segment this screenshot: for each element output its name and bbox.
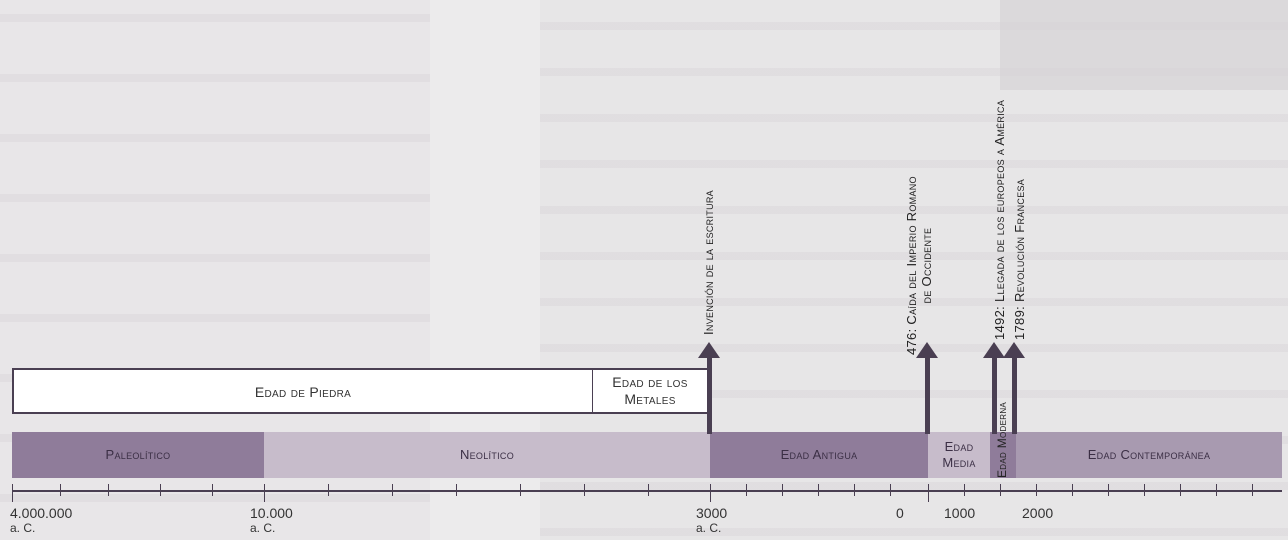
axis-label-1000: 1000 bbox=[944, 505, 976, 521]
axis-label-3000: 3000 a. C. bbox=[696, 506, 727, 536]
axis-label-0: 0 bbox=[896, 505, 904, 521]
axis-tick bbox=[12, 484, 13, 502]
axis-tick bbox=[1180, 484, 1181, 496]
axis-label-era: a. C. bbox=[250, 521, 276, 535]
axis-tick bbox=[1252, 484, 1253, 496]
axis-tick bbox=[392, 484, 393, 496]
axis-tick bbox=[648, 484, 649, 496]
axis-tick bbox=[212, 484, 213, 496]
period-media-line2: Media bbox=[942, 455, 976, 470]
axis-tick bbox=[1144, 484, 1145, 496]
event-roma-line1: 476: Caída del Imperio Romano bbox=[904, 176, 919, 355]
event-america-label: 1492: Llegada de los europeos a América bbox=[992, 99, 1007, 340]
period-antigua: Edad Antigua bbox=[710, 432, 928, 478]
event-escritura-arrow bbox=[707, 356, 712, 434]
period-moderna-label: Edad Moderna bbox=[995, 401, 1009, 478]
axis-tick bbox=[1072, 484, 1073, 496]
axis-tick bbox=[746, 484, 747, 496]
axis-label-4000000: 4.000.000 a. C. bbox=[10, 506, 72, 536]
axis-tick bbox=[160, 484, 161, 496]
period-moderna bbox=[990, 432, 1016, 478]
band-metal-age: Edad de los Metales bbox=[592, 374, 708, 408]
axis-tick bbox=[1036, 484, 1037, 496]
background-image bbox=[1000, 0, 1288, 90]
axis-label-value: 3000 bbox=[696, 505, 728, 521]
axis-tick bbox=[108, 484, 109, 496]
event-roma-line2: de Occidente bbox=[919, 227, 934, 304]
axis-label-value: 4.000.000 bbox=[10, 505, 73, 521]
period-neolitico: Neolítico bbox=[264, 432, 710, 478]
axis-label-era: a. C. bbox=[10, 521, 36, 535]
axis-tick bbox=[584, 484, 585, 496]
event-escritura-arrowhead bbox=[698, 342, 720, 358]
axis-tick bbox=[1000, 484, 1001, 496]
axis-tick bbox=[854, 484, 855, 496]
axis-label-era: a. C. bbox=[696, 521, 722, 535]
axis-label-10000: 10.000 a. C. bbox=[250, 506, 293, 536]
period-contemporanea: Edad Contemporánea bbox=[1016, 432, 1282, 478]
event-roma-label: 476: Caída del Imperio Romano de Occiden… bbox=[904, 176, 934, 355]
period-paleolitico: Paleolítico bbox=[12, 432, 264, 478]
axis-tick bbox=[710, 484, 711, 502]
axis-tick bbox=[928, 484, 929, 502]
band-metal-age-line1: Edad de los bbox=[612, 374, 688, 390]
event-francesa-label: 1789: Revolución Francesa bbox=[1012, 178, 1027, 340]
axis-tick bbox=[890, 484, 891, 496]
axis-label-value: 10.000 bbox=[250, 505, 293, 521]
axis-tick bbox=[520, 484, 521, 496]
event-roma-arrowhead bbox=[916, 342, 938, 358]
axis-tick bbox=[1108, 484, 1109, 496]
band-metal-age-line2: Metales bbox=[624, 391, 676, 407]
axis-tick bbox=[818, 484, 819, 496]
axis-tick bbox=[328, 484, 329, 496]
age-band: Edad de Piedra Edad de los Metales bbox=[12, 368, 710, 414]
event-america-arrow bbox=[992, 356, 997, 434]
band-stone-age: Edad de Piedra bbox=[254, 384, 352, 400]
axis-tick bbox=[264, 484, 265, 502]
event-francesa-arrowhead bbox=[1003, 342, 1025, 358]
axis-label-2000: 2000 bbox=[1022, 505, 1054, 521]
event-roma-arrow bbox=[925, 356, 930, 434]
axis-tick bbox=[964, 484, 965, 496]
axis-tick bbox=[60, 484, 61, 496]
period-media-line1: Edad bbox=[944, 439, 974, 454]
event-escritura-label: Invención de la escritura bbox=[701, 190, 716, 335]
band-divider bbox=[592, 370, 593, 412]
period-media: Edad Media bbox=[928, 432, 990, 478]
axis-tick bbox=[782, 484, 783, 496]
axis-tick bbox=[1216, 484, 1217, 496]
axis-tick bbox=[456, 484, 457, 496]
event-francesa-arrow bbox=[1012, 356, 1017, 434]
event-america-arrowhead bbox=[983, 342, 1005, 358]
time-axis bbox=[12, 490, 1282, 492]
